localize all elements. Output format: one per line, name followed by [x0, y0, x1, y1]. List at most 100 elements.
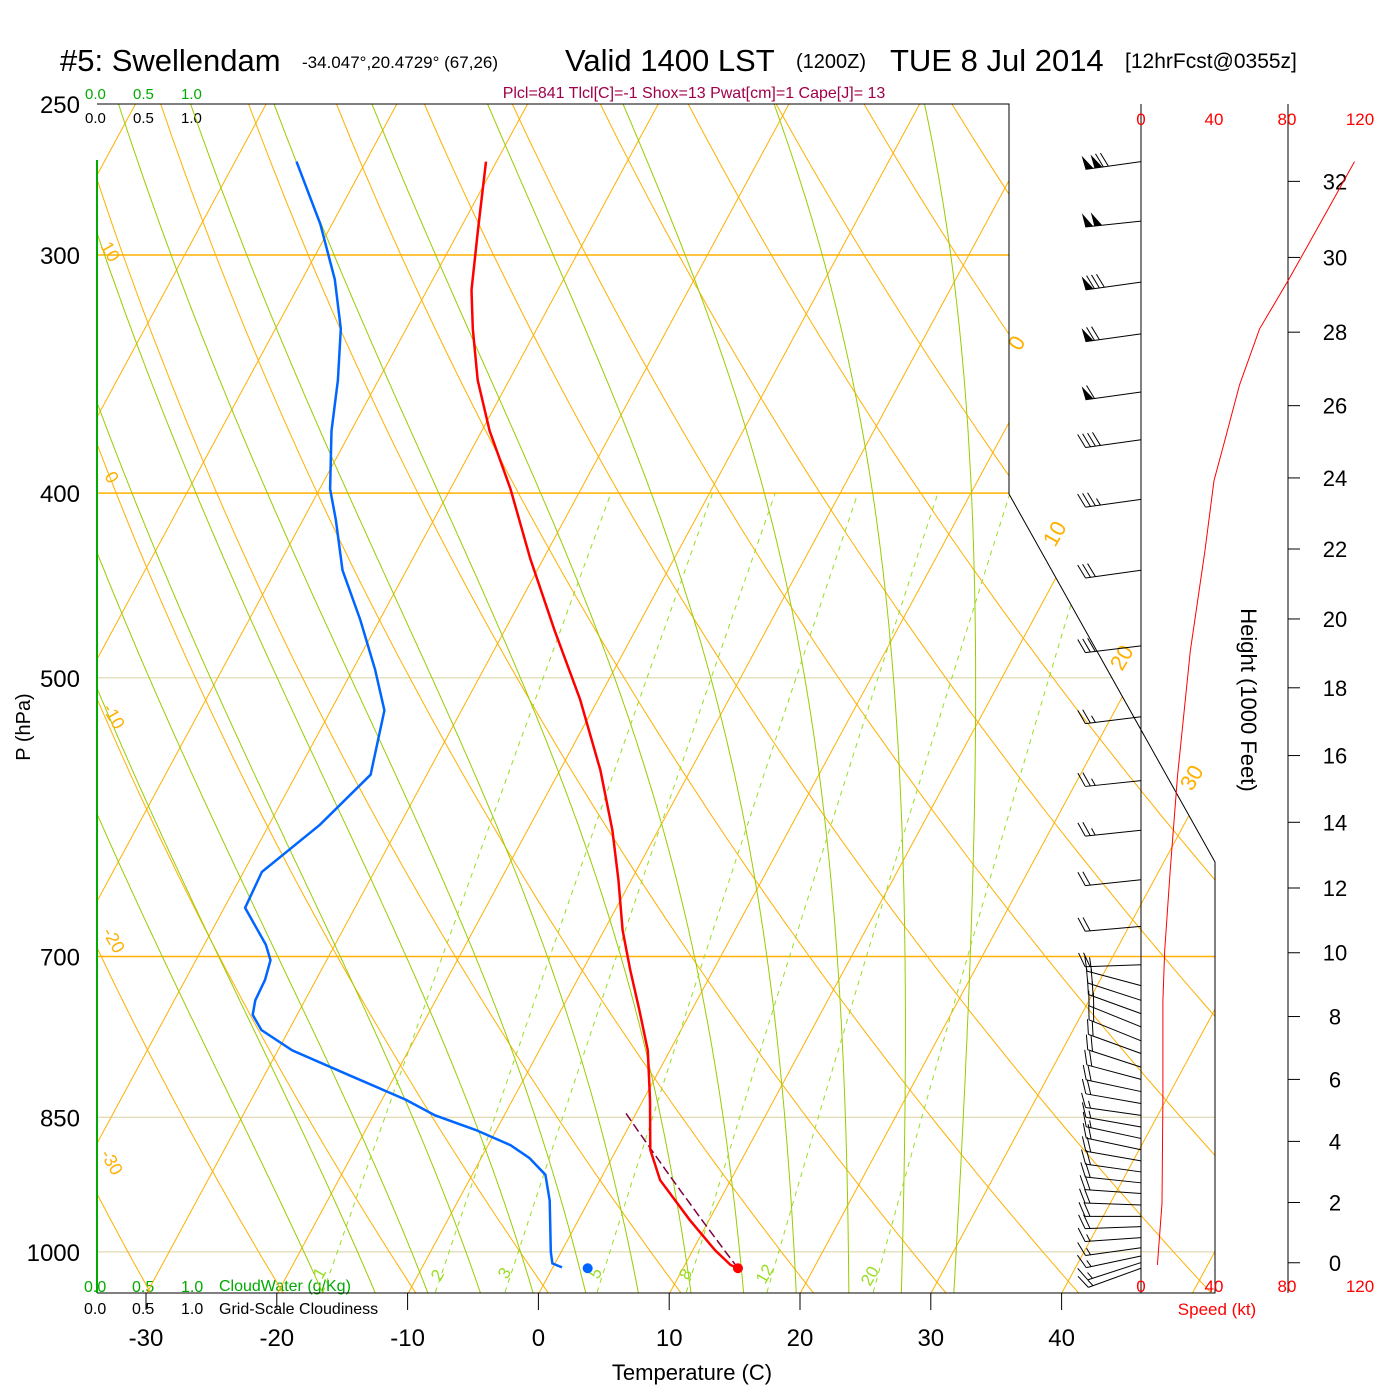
isotherm	[97, 104, 285, 1293]
wind-barb	[1087, 1019, 1142, 1054]
barb-full	[1100, 152, 1109, 167]
cloudwater-tick: 0.5	[132, 1279, 154, 1296]
barb-full	[1091, 326, 1100, 340]
mixing-ratio-line	[685, 493, 939, 1293]
barb-full	[1085, 1034, 1089, 1050]
cloudiness-tick: 0.0	[84, 1301, 106, 1318]
barb-full	[1082, 1064, 1087, 1081]
barb-full	[1082, 493, 1091, 507]
barb-full	[1077, 639, 1086, 653]
height-tick-label: 20	[1323, 607, 1347, 632]
dry-adiabat	[757, 104, 1215, 1293]
barb-half	[1086, 1248, 1091, 1256]
wind-barb	[1084, 955, 1142, 987]
moist-adiabat	[97, 104, 432, 1293]
x-tick-label: -30	[129, 1325, 164, 1352]
height-tick-label: 2	[1329, 1190, 1341, 1215]
wind-barb	[1078, 1202, 1141, 1217]
valid-time: Valid 1400 LST	[565, 43, 775, 78]
wind-barb	[1081, 1092, 1142, 1116]
moist-adiabat	[761, 104, 906, 1293]
barb-full	[1083, 1214, 1091, 1229]
cloudiness-tick: 0.5	[132, 1301, 154, 1318]
moist-adiabat	[608, 104, 850, 1293]
barb-full	[1080, 1162, 1086, 1178]
barb-full	[1082, 709, 1091, 724]
wind-barb	[1077, 1262, 1142, 1281]
wind-barb	[1078, 952, 1142, 968]
dry-adiabat	[148, 104, 820, 1293]
moist-adiabat	[357, 104, 745, 1293]
mixing-ratio-label: 2	[427, 1266, 448, 1284]
isotherm-label: 0	[101, 468, 123, 487]
wind-barb	[1081, 212, 1142, 228]
barb-full	[1086, 275, 1095, 289]
barb-staff	[1085, 1176, 1142, 1184]
wind-barb	[1077, 871, 1142, 887]
wind-barb	[1080, 1162, 1142, 1184]
barb-pennant	[1081, 213, 1094, 227]
x-axis: -30 -20 -10 0 10 20 30 40	[129, 1293, 1075, 1352]
height-tick-label: 26	[1323, 394, 1347, 419]
wind-barb	[1081, 273, 1142, 291]
wind-barb	[1078, 1214, 1142, 1230]
x-tick-label: 10	[656, 1325, 683, 1352]
barb-full	[1086, 385, 1095, 399]
barb-staff	[1088, 994, 1142, 1015]
barb-half	[1086, 1234, 1091, 1242]
barb-half	[1096, 498, 1101, 506]
cloudiness-scale-bottom: 0.0 0.5 1.0 Grid-Scale Cloudiness	[84, 1301, 378, 1318]
barb-staff	[1086, 1255, 1142, 1269]
barb-staff	[1085, 569, 1142, 579]
isotherm-label: 20	[1105, 641, 1139, 675]
isotherm	[97, 104, 677, 1293]
isotherm-label: -30	[97, 1146, 127, 1179]
background-lines	[97, 70, 1400, 1300]
height-tick-label: 12	[1323, 876, 1347, 901]
barb-staff	[1088, 1019, 1142, 1042]
dry-adiabat	[235, 104, 953, 1293]
dry-adiabat	[670, 104, 1215, 1293]
barb-full	[1087, 979, 1089, 995]
barb-pennant	[1090, 154, 1103, 169]
barb-staff	[1085, 1116, 1142, 1128]
wind-barbs	[1077, 152, 1142, 1288]
dry-adiabat	[97, 104, 288, 1293]
mixing-ratio-label: 8	[675, 1265, 696, 1283]
y-tick-label: 1000	[27, 1240, 80, 1267]
dry-adiabat	[1366, 70, 1400, 1300]
barb-half	[1087, 1279, 1094, 1287]
barb-full	[1077, 917, 1086, 932]
y-tick-label: 400	[40, 481, 80, 508]
barb-full	[1087, 432, 1096, 447]
barb-staff	[1088, 1267, 1142, 1288]
y-tick-label: 700	[40, 945, 80, 972]
x-tick-label: -20	[259, 1325, 294, 1352]
speed-tick-label-top: 0	[1136, 110, 1145, 129]
barb-staff	[1085, 1189, 1142, 1195]
barb-full	[1081, 1092, 1087, 1108]
barb-staff	[1085, 964, 1142, 968]
valid-date: TUE 8 Jul 2014	[890, 43, 1104, 78]
wind-barb	[1082, 1111, 1142, 1139]
wind-barb	[1082, 1064, 1142, 1093]
height-axis-title: Height (1000 Feet)	[1236, 608, 1261, 791]
cloudwater-tick: 0.0	[84, 1279, 106, 1296]
moist-adiabat	[97, 104, 327, 1293]
barb-staff	[1086, 1137, 1142, 1151]
barb-staff	[1085, 439, 1142, 449]
speed-tick-label-top: 40	[1205, 110, 1224, 129]
station-title: #5: Swellendam	[60, 43, 281, 78]
height-tick-label: 14	[1323, 810, 1347, 835]
wind-barb	[1085, 1034, 1142, 1068]
barb-full	[1079, 1175, 1086, 1190]
barb-staff	[1086, 1126, 1142, 1139]
barb-full	[1079, 1188, 1086, 1204]
speed-tick-label-bottom: 40	[1205, 1277, 1224, 1296]
isotherm	[1188, 104, 1215, 1293]
wind-barb	[1077, 563, 1142, 579]
barb-full	[1082, 772, 1091, 787]
cloudwater-tick: 1.0	[181, 1279, 203, 1296]
barb-full	[1083, 952, 1091, 967]
